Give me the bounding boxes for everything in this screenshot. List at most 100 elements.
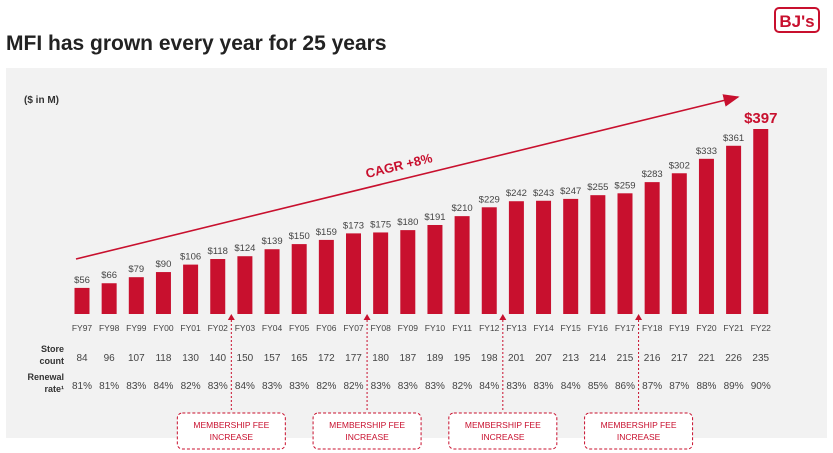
row-cell: 207 [535,353,552,364]
row-cell: 83% [398,381,418,392]
data-label: $139 [261,236,282,247]
row-cell: 214 [590,353,607,364]
data-label: $191 [424,212,445,223]
bar [264,249,280,314]
bar [481,207,497,314]
x-tick-label: FY03 [235,323,256,333]
x-tick-label: FY14 [533,323,554,333]
row-label: rate¹ [44,384,64,394]
x-tick-label: FY08 [370,323,391,333]
row-cell: 82% [181,381,201,392]
row-cell: 82% [316,381,336,392]
row-cell: 215 [617,353,634,364]
bar [508,201,524,314]
x-tick-label: FY18 [642,323,663,333]
fee-increase-marker-arrow [363,314,371,320]
row-cell: 195 [454,353,471,364]
row-cell: 84% [235,381,255,392]
bar [210,259,226,314]
x-tick-label: FY00 [153,323,174,333]
row-cell: 88% [696,381,716,392]
bar [318,239,334,314]
bar [590,195,606,314]
row-cell: 198 [481,353,498,364]
fee-increase-label: MEMBERSHIP FEE [193,420,269,430]
data-label: $106 [180,252,201,263]
row-cell: 82% [452,381,472,392]
data-label: $150 [289,231,310,242]
bar [698,158,714,314]
row-cell: 83% [262,381,282,392]
x-tick-label: FY06 [316,323,337,333]
x-tick-label: FY10 [425,323,446,333]
bar [74,287,90,314]
x-tick-label: FY01 [180,323,201,333]
row-cell: 180 [372,353,389,364]
row-cell: 83% [208,381,228,392]
row-cell: 172 [318,353,335,364]
fee-increase-label: MEMBERSHIP FEE [601,420,677,430]
row-cell: 84 [76,353,88,364]
bar [563,198,579,314]
row-cell: 221 [698,353,715,364]
row-cell: 85% [588,381,608,392]
fee-increase-callout [448,412,558,450]
x-tick-label: FY02 [208,323,229,333]
bar [427,224,443,314]
x-tick-label: FY16 [588,323,609,333]
bar [753,129,769,314]
bar [617,193,633,314]
x-tick-label: FY97 [72,323,93,333]
data-label: $259 [614,180,635,191]
row-cell: 187 [399,353,416,364]
x-tick-label: FY11 [452,323,472,333]
y-axis-label: ($ in M) [24,95,59,106]
row-cell: 189 [427,353,444,364]
fee-increase-callout [312,412,422,450]
fee-increase-label: INCREASE [210,432,254,442]
bar [183,264,199,314]
bar [291,244,307,314]
x-tick-label: FY19 [669,323,690,333]
data-label: $210 [452,203,473,214]
row-cell: 201 [508,353,525,364]
data-label: $255 [587,182,608,193]
row-cell: 216 [644,353,661,364]
data-label: $361 [723,133,744,144]
bar [101,283,117,314]
row-cell: 84% [561,381,581,392]
page-title: MFI has grown every year for 25 years [6,32,387,55]
row-cell: 82% [343,381,363,392]
row-cell: 90% [751,381,771,392]
row-cell: 83% [425,381,445,392]
x-tick-label: FY22 [751,323,772,333]
fee-increase-marker-arrow [227,314,235,320]
x-tick-label: FY09 [398,323,419,333]
row-cell: 89% [724,381,744,392]
fee-increase-label: MEMBERSHIP FEE [465,420,541,430]
row-cell: 81% [99,381,119,392]
bar [644,182,660,314]
bar [346,233,361,314]
row-cell: 130 [182,353,199,364]
bar [128,277,144,314]
bar [454,216,470,314]
x-tick-label: FY07 [343,323,364,333]
bar [536,200,552,314]
row-cell: 165 [291,353,308,364]
data-label: $90 [156,259,172,270]
data-label: $333 [696,146,717,157]
row-cell: 235 [752,353,769,364]
cagr-trend-arrow [75,94,740,260]
bar [373,232,389,314]
bar [671,173,687,314]
x-tick-label: FY21 [723,323,744,333]
fee-increase-label: MEMBERSHIP FEE [329,420,405,430]
data-label: $180 [397,217,418,228]
fee-increase-label: INCREASE [481,432,525,442]
fee-increase-label: INCREASE [345,432,389,442]
x-tick-label: FY05 [289,323,310,333]
fee-increase-marker-arrow [499,314,507,320]
row-label: Store [41,344,64,354]
